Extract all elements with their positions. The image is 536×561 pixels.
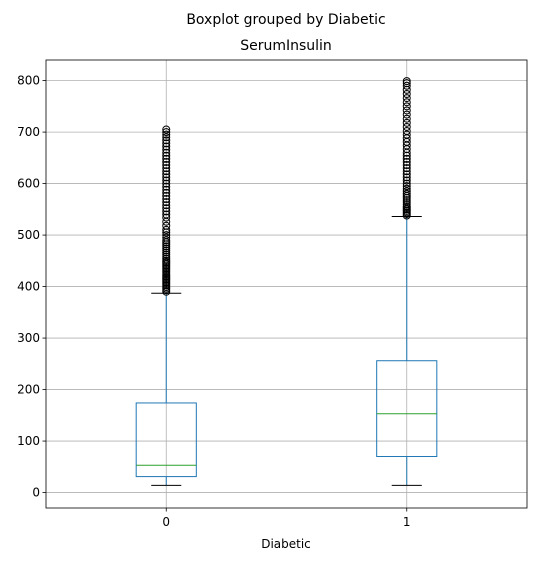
outlier-1-40 xyxy=(402,94,411,103)
outlier-0-65 xyxy=(162,128,171,137)
outlier-0-37 xyxy=(162,213,171,222)
outlier-1-8 xyxy=(402,198,411,207)
outlier-0-62 xyxy=(162,136,171,145)
outlier-1-41 xyxy=(402,89,411,98)
outlier-1-18 xyxy=(402,173,411,182)
y-tick-label-100: 100 xyxy=(17,434,40,448)
outlier-1-9 xyxy=(402,196,411,205)
outlier-1-32 xyxy=(402,127,411,136)
outlier-0-43 xyxy=(162,195,171,204)
outlier-1-22 xyxy=(402,161,411,170)
outlier-1-39 xyxy=(402,98,411,107)
y-tick-label-300: 300 xyxy=(17,331,40,345)
chart-suptitle: Boxplot grouped by Diabetic xyxy=(186,12,385,28)
outlier-0-41 xyxy=(162,201,171,210)
outlier-1-44 xyxy=(402,79,411,88)
y-tick-label-500: 500 xyxy=(17,228,40,242)
outlier-1-17 xyxy=(402,176,411,185)
outlier-0-45 xyxy=(162,188,171,197)
outlier-0-56 xyxy=(162,154,171,163)
x-axis-label: Diabetic xyxy=(261,537,311,551)
y-tick-label-0: 0 xyxy=(32,486,40,500)
outlier-0-49 xyxy=(162,176,171,185)
outlier-1-43 xyxy=(402,81,411,90)
outlier-1-35 xyxy=(402,114,411,123)
outlier-1-21 xyxy=(402,164,411,173)
outlier-0-40 xyxy=(162,204,171,213)
box-0 xyxy=(135,402,197,478)
y-tick-label-400: 400 xyxy=(17,280,40,294)
outlier-1-37 xyxy=(402,106,411,115)
y-tick-label-200: 200 xyxy=(17,383,40,397)
outlier-0-21 xyxy=(162,254,171,263)
outlier-0-27 xyxy=(162,242,171,251)
outlier-0-47 xyxy=(162,182,171,191)
outlier-1-19 xyxy=(402,170,411,179)
chart-title: SerumInsulin xyxy=(240,38,332,54)
outlier-0-35 xyxy=(162,221,171,230)
outlier-1-13 xyxy=(402,187,411,196)
y-tick-label-800: 800 xyxy=(17,74,40,88)
outlier-1-31 xyxy=(402,130,411,139)
box-1 xyxy=(376,360,438,458)
outlier-1-6 xyxy=(402,202,411,211)
x-tick-label-1: 1 xyxy=(403,515,411,529)
outlier-0-20 xyxy=(162,256,171,265)
x-tick-label-0: 0 xyxy=(162,515,170,529)
outlier-1-24 xyxy=(402,154,411,163)
outlier-0-57 xyxy=(162,151,171,160)
outlier-0-26 xyxy=(162,244,171,253)
outlier-1-20 xyxy=(402,167,411,176)
outlier-0-55 xyxy=(162,157,171,166)
outlier-0-61 xyxy=(162,139,171,148)
outlier-0-30 xyxy=(162,236,171,245)
outlier-0-52 xyxy=(162,167,171,176)
outlier-0-48 xyxy=(162,179,171,188)
y-axis-ticks: 0 100 200 300 400 500 600 700 800 xyxy=(17,74,46,500)
outlier-1-23 xyxy=(402,157,411,166)
outlier-1-7 xyxy=(402,200,411,209)
outlier-0-60 xyxy=(162,142,171,151)
outlier-0-46 xyxy=(162,185,171,194)
outlier-0-63 xyxy=(162,133,171,142)
outlier-1-14 xyxy=(402,184,411,193)
outlier-0-59 xyxy=(162,145,171,154)
outlier-0-24 xyxy=(162,248,171,257)
outlier-0-44 xyxy=(162,191,171,200)
outlier-1-33 xyxy=(402,122,411,131)
outlier-0-23 xyxy=(162,250,171,259)
y-tick-label-700: 700 xyxy=(17,125,40,139)
outlier-0-31 xyxy=(162,233,171,242)
outlier-1-16 xyxy=(402,179,411,188)
outlier-0-50 xyxy=(162,173,171,182)
outlier-0-54 xyxy=(162,161,171,170)
outlier-1-12 xyxy=(402,189,411,198)
outlier-0-58 xyxy=(162,148,171,157)
outlier-0-64 xyxy=(162,130,171,139)
box-group-0 xyxy=(135,125,197,486)
outlier-1-34 xyxy=(402,118,411,127)
outlier-1-38 xyxy=(402,102,411,111)
grid-lines xyxy=(46,60,527,508)
outlier-0-32 xyxy=(162,231,171,240)
outlier-0-51 xyxy=(162,170,171,179)
outlier-0-39 xyxy=(162,207,171,216)
outlier-0-66 xyxy=(162,125,171,134)
outlier-1-15 xyxy=(402,182,411,191)
y-tick-label-600: 600 xyxy=(17,177,40,191)
box-series xyxy=(135,77,438,486)
outlier-0-25 xyxy=(162,246,171,255)
plot-area-frame xyxy=(45,59,528,509)
outlier-0-42 xyxy=(162,198,171,207)
box-group-1 xyxy=(376,77,438,486)
outlier-1-36 xyxy=(402,110,411,119)
outlier-0-34 xyxy=(162,225,171,234)
outlier-0-22 xyxy=(162,252,171,261)
outlier-1-45 xyxy=(402,77,411,86)
outlier-0-38 xyxy=(162,210,171,219)
outlier-0-53 xyxy=(162,164,171,173)
